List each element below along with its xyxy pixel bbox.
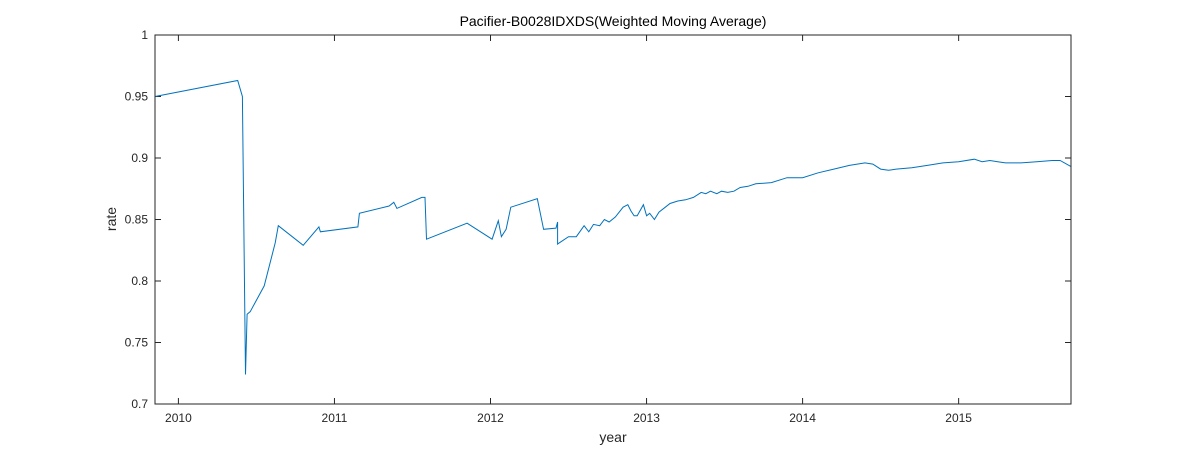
- x-tick-label: 2015: [945, 411, 972, 425]
- x-tick-label: 2013: [633, 411, 660, 425]
- y-tick-label: 0.85: [125, 213, 149, 227]
- y-tick-label: 0.7: [131, 397, 148, 411]
- chart-title: Pacifier-B0028IDXDS(Weighted Moving Aver…: [460, 13, 767, 29]
- y-tick-label: 0.8: [131, 274, 148, 288]
- x-tick-label: 2012: [477, 411, 504, 425]
- y-tick-label: 1: [141, 28, 148, 42]
- y-tick-label: 0.9: [131, 151, 148, 165]
- y-axis-label: rate: [103, 207, 119, 231]
- x-tick-label: 2011: [322, 411, 348, 425]
- x-axis-label: year: [599, 429, 627, 445]
- plot-area: [155, 35, 1071, 404]
- series-line: [154, 79, 1072, 375]
- x-tick-label: 2010: [165, 411, 192, 425]
- y-tick-label: 0.95: [125, 90, 149, 104]
- x-tick-label: 2014: [789, 411, 816, 425]
- plot-frame: [154, 34, 1072, 405]
- x-axis: 2010 2011 2012 2013 2014 2015: [165, 35, 972, 425]
- y-tick-label: 0.75: [125, 336, 149, 350]
